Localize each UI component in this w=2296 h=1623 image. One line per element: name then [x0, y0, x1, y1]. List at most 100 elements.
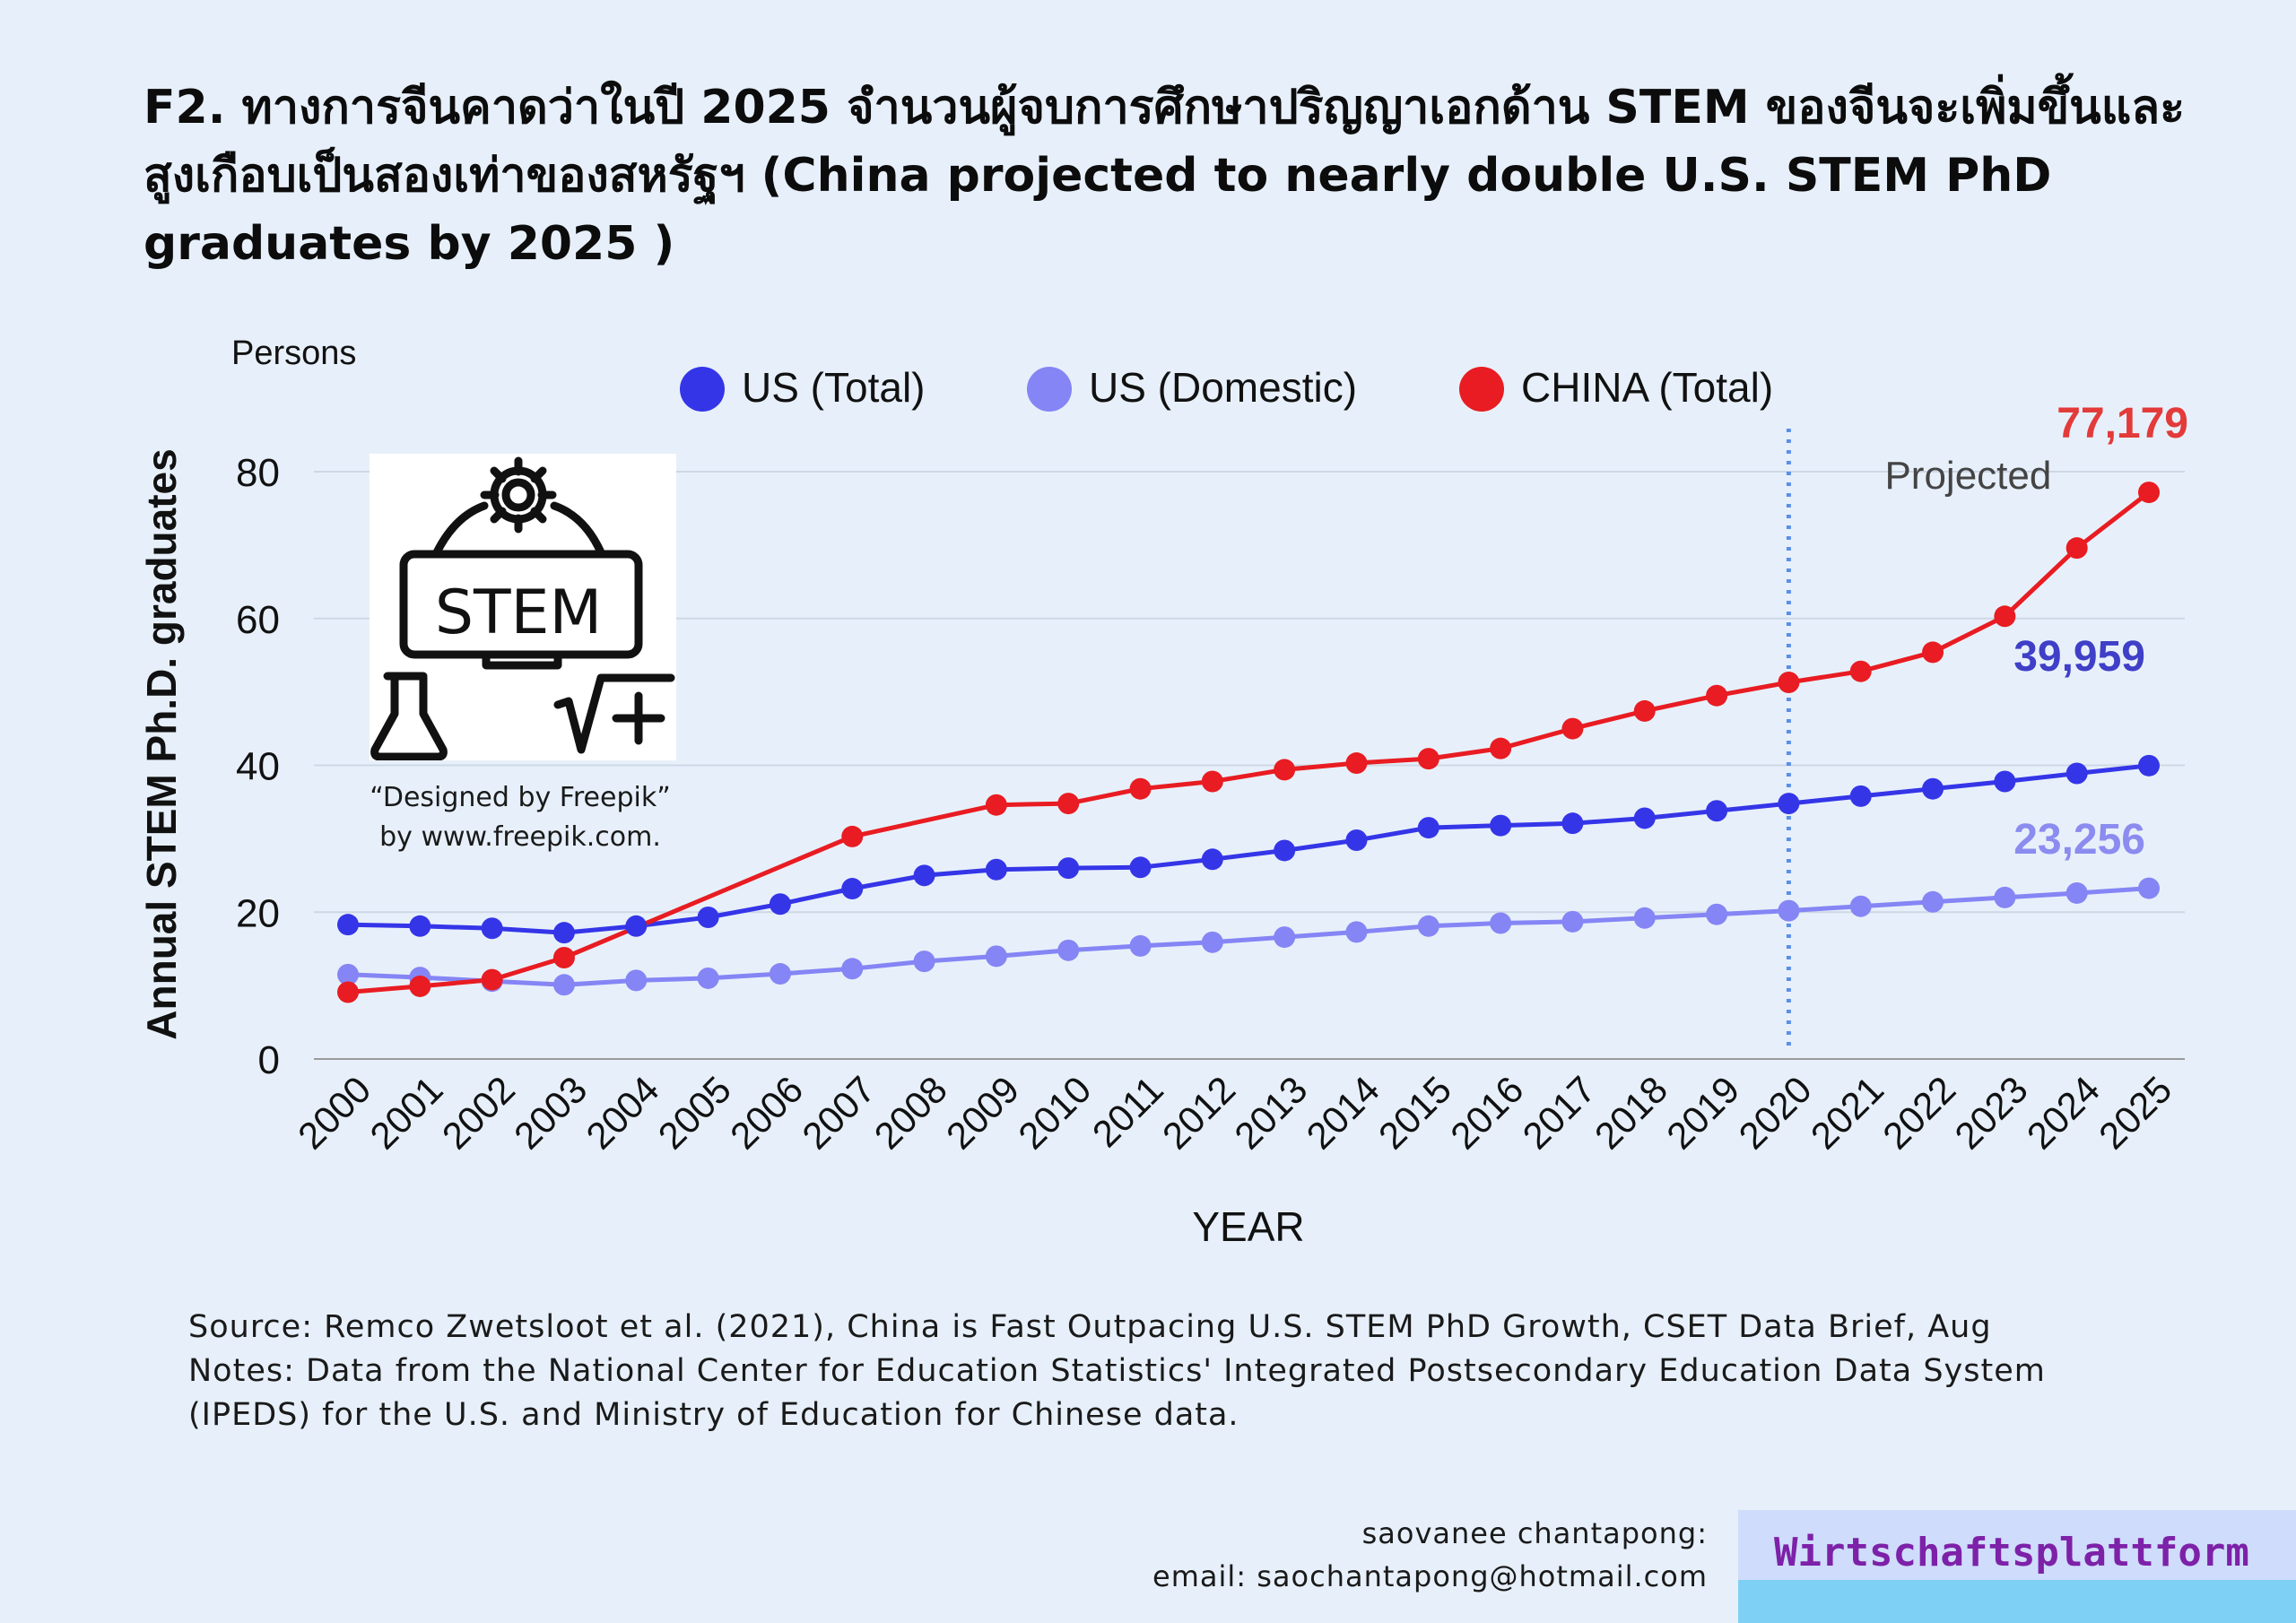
stem-icon: STEM [370, 456, 675, 761]
data-point-1-2024 [2066, 881, 2088, 904]
x-tick-label-2015: 2015 [1370, 1068, 1459, 1157]
x-tick-label-2001: 2001 [361, 1068, 450, 1157]
data-point-0-2018 [1633, 807, 1656, 829]
author-block: saovanee chantapong: email: saochantapon… [1152, 1512, 1708, 1598]
data-point-1-2020 [1778, 899, 1800, 922]
x-tick-label-2024: 2024 [2019, 1068, 2108, 1157]
stem-icon-image: STEM [370, 454, 676, 761]
y-unit-label: Persons [231, 334, 356, 372]
x-tick-label-2008: 2008 [866, 1068, 955, 1157]
x-tick-label-2021: 2021 [1803, 1068, 1892, 1157]
data-point-0-2000 [337, 914, 359, 936]
data-point-2-2015 [1417, 748, 1439, 770]
x-tick-label-2016: 2016 [1442, 1068, 1531, 1157]
x-axis-title: YEAR [1192, 1203, 1304, 1250]
data-point-2-2012 [1201, 770, 1223, 793]
data-point-0-2009 [985, 858, 1007, 881]
data-point-0-2020 [1778, 793, 1800, 815]
data-point-0-2023 [1994, 770, 2016, 793]
y-tick-label-40: 40 [236, 745, 280, 789]
legend-marker-1 [1027, 367, 1072, 412]
projected-label: Projected [1884, 454, 2051, 498]
data-point-1-2025 [2138, 877, 2160, 899]
data-point-2-2024 [2066, 537, 2088, 560]
data-point-1-2006 [769, 963, 791, 985]
image-credit-line1: “Designed by Freepik” [370, 782, 671, 813]
x-tick-label-2017: 2017 [1514, 1068, 1603, 1157]
series-points [337, 482, 2160, 1003]
author-name: saovanee chantapong: [1361, 1516, 1708, 1550]
notes-line2: (IPEDS) for the U.S. and Ministry of Edu… [188, 1397, 1239, 1433]
data-point-1-2004 [625, 969, 648, 992]
data-point-2-2023 [1994, 605, 2016, 628]
china-end-label: 77,179 [2057, 400, 2188, 447]
x-tick-label-2014: 2014 [1299, 1068, 1387, 1157]
x-tick-label-2000: 2000 [290, 1068, 378, 1157]
data-point-1-2013 [1274, 926, 1296, 949]
data-point-1-2012 [1201, 931, 1223, 953]
data-point-0-2024 [2066, 762, 2088, 785]
data-point-2-2011 [1129, 777, 1152, 800]
y-tick-label-60: 60 [236, 598, 280, 642]
x-tick-label-2009: 2009 [938, 1068, 1027, 1157]
data-point-0-2003 [552, 922, 575, 944]
x-tick-label-2011: 2011 [1084, 1068, 1171, 1155]
data-point-2-2025 [2138, 482, 2160, 504]
data-point-0-2022 [1922, 777, 1944, 800]
data-point-0-2011 [1129, 856, 1152, 879]
data-point-2-2020 [1778, 671, 1800, 693]
data-point-1-2017 [1561, 910, 1584, 933]
x-tick-label-2025: 2025 [2091, 1068, 2179, 1157]
data-point-0-2019 [1706, 800, 1728, 822]
data-point-2-2016 [1490, 737, 1512, 759]
data-point-0-2004 [625, 915, 648, 937]
x-tick-label-2007: 2007 [794, 1068, 883, 1157]
y-tick-label-80: 80 [236, 451, 280, 495]
x-tick-label-2003: 2003 [506, 1068, 595, 1157]
data-point-0-2010 [1057, 857, 1080, 880]
y-tick-label-20: 20 [236, 891, 280, 935]
data-point-2-2001 [409, 975, 431, 997]
brand-banner: Wirtschaftsplattform [1738, 1510, 2296, 1623]
legend-marker-2 [1459, 367, 1504, 412]
legend-marker-0 [680, 367, 725, 412]
data-point-0-2008 [913, 864, 935, 887]
data-point-1-2018 [1633, 907, 1656, 929]
data-point-1-2009 [985, 945, 1007, 968]
data-point-0-2013 [1274, 839, 1296, 862]
data-point-1-2023 [1994, 886, 2016, 908]
legend-label-0: US (Total) [742, 364, 925, 411]
y-tick-label-0: 0 [258, 1038, 280, 1082]
stem-icon-text: STEM [435, 577, 602, 648]
series-lines [347, 490, 2151, 994]
data-point-0-2002 [481, 917, 503, 940]
data-point-0-2001 [409, 915, 431, 937]
data-point-2-2003 [552, 947, 575, 969]
data-point-2-2022 [1922, 641, 1944, 664]
data-point-2-2021 [1849, 660, 1872, 682]
data-point-2-2017 [1561, 717, 1584, 740]
data-point-0-2007 [841, 878, 864, 900]
data-point-2-2013 [1274, 759, 1296, 781]
data-point-2-2007 [841, 825, 864, 847]
data-point-1-2021 [1849, 895, 1872, 917]
x-tick-label-2018: 2018 [1587, 1068, 1675, 1157]
data-point-1-2010 [1057, 939, 1080, 961]
data-point-1-2014 [1345, 921, 1368, 943]
us-domestic-end-label: 23,256 [2013, 816, 2145, 864]
data-point-2-2002 [481, 968, 503, 991]
data-point-1-2016 [1490, 912, 1512, 934]
data-point-0-2017 [1561, 812, 1584, 835]
us-total-end-label: 39,959 [2013, 633, 2145, 681]
x-tick-label-2020: 2020 [1730, 1068, 1819, 1157]
data-point-1-2007 [841, 958, 864, 980]
data-point-2-2018 [1633, 699, 1656, 722]
data-point-2-2014 [1345, 752, 1368, 775]
data-point-0-2025 [2138, 754, 2160, 777]
data-point-0-2021 [1849, 785, 1872, 807]
data-point-2-2009 [985, 794, 1007, 816]
data-point-1-2011 [1129, 934, 1152, 957]
data-point-1-2022 [1922, 890, 1944, 913]
x-tick-label-2013: 2013 [1226, 1068, 1315, 1157]
data-point-1-2000 [337, 963, 359, 985]
